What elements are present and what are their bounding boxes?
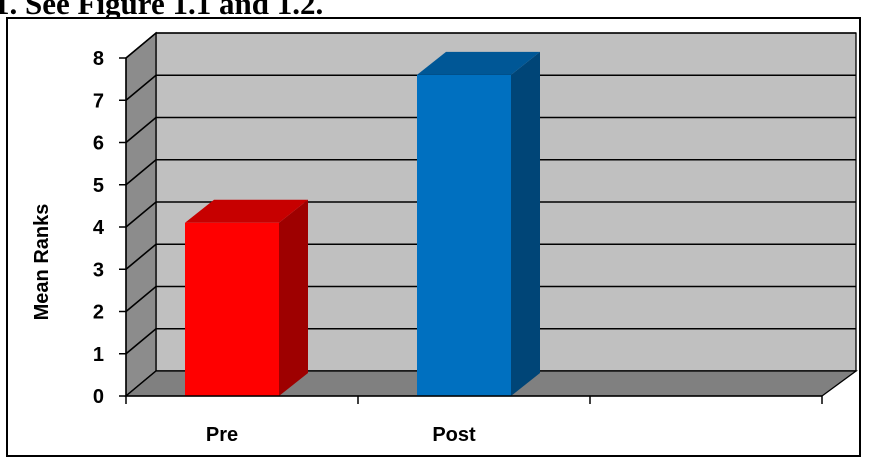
y-tick-labels: 0 1 2 3 4 5 6 7 8 (93, 48, 105, 408)
y-tick-label: 8 (93, 48, 104, 70)
y-tick-label: 2 (93, 302, 104, 324)
gridline (125, 158, 856, 186)
bar-side (279, 199, 308, 396)
y-tick-label: 7 (93, 90, 104, 112)
y-tick-label: 1 (93, 344, 104, 366)
y-tick-label: 0 (93, 386, 104, 408)
bar-side (511, 51, 540, 397)
gridline (125, 116, 856, 144)
gridline (125, 32, 856, 59)
bar-top (185, 199, 308, 223)
x-category-label: Pre (206, 424, 238, 446)
gridline (125, 201, 856, 228)
gridline (125, 74, 856, 101)
x-category-label: Post (432, 424, 476, 446)
y-tick-label: 3 (93, 259, 104, 281)
gridlines (125, 32, 856, 397)
gridline (125, 243, 856, 270)
y-tick-label: 5 (93, 175, 104, 197)
figure-caption: 1. See Figure 1.1 and 1.2. (0, 0, 324, 21)
bar-front (417, 74, 511, 397)
bar-pre (185, 199, 308, 396)
bar-front (185, 222, 279, 396)
axes (119, 57, 823, 404)
bar-top (417, 51, 540, 75)
y-tick-label: 4 (93, 217, 105, 239)
bar-post (417, 51, 540, 397)
x-category-labels: Pre Post (206, 424, 476, 446)
gridline (125, 285, 856, 313)
y-axis-label: Mean Ranks (31, 204, 53, 321)
bars (185, 51, 540, 397)
y-tick-label: 6 (93, 133, 104, 155)
gridline (125, 327, 856, 355)
